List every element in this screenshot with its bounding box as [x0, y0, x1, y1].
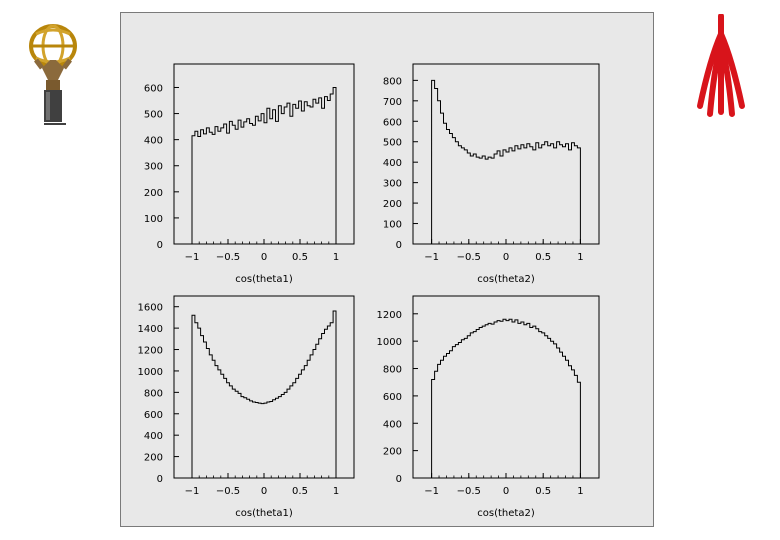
y-tick-label: 1200: [138, 346, 163, 357]
x-tick-label: −1: [185, 252, 200, 263]
x-tick-label: 0: [261, 486, 267, 497]
x-tick-label: 0.5: [535, 486, 551, 497]
y-tick-label: 100: [383, 220, 402, 231]
x-tick-label: −1: [424, 252, 439, 263]
y-tick-label: 500: [144, 110, 163, 121]
x-axis-label: cos(theta2): [477, 508, 535, 519]
x-tick-label: 0: [503, 252, 509, 263]
y-tick-label: 1600: [138, 303, 163, 314]
x-tick-label: 1: [333, 252, 339, 263]
y-tick-label: 400: [144, 136, 163, 147]
x-tick-label: −0.5: [216, 486, 240, 497]
x-tick-label: −1: [185, 486, 200, 497]
plot-frame-3: [173, 295, 355, 479]
y-tick-label: 300: [144, 162, 163, 173]
y-tick-label: 1400: [138, 324, 163, 335]
y-tick-label: 100: [144, 214, 163, 225]
x-tick-label: 1: [333, 486, 339, 497]
x-tick-label: 1: [577, 486, 583, 497]
lund-logo: [692, 13, 750, 118]
atlas-logo: [22, 18, 84, 130]
y-tick-label: 700: [383, 97, 402, 108]
y-tick-label: 1000: [138, 367, 163, 378]
histogram-series-2: [431, 79, 581, 244]
y-tick-label: 200: [383, 199, 402, 210]
x-tick-label: −0.5: [457, 486, 481, 497]
y-tick-label: 600: [144, 410, 163, 421]
y-tick-label: 1200: [377, 310, 402, 321]
histogram-series-4: [431, 318, 581, 478]
x-tick-label: −0.5: [457, 252, 481, 263]
y-tick-label: 200: [144, 453, 163, 464]
x-tick-label: 0: [261, 252, 267, 263]
x-tick-label: −0.5: [216, 252, 240, 263]
y-tick-label: 800: [144, 388, 163, 399]
y-tick-label: 400: [383, 419, 402, 430]
y-tick-label: 500: [383, 138, 402, 149]
plot-frame-2: [412, 63, 600, 245]
histogram-series-3: [191, 310, 337, 478]
x-axis-label: cos(theta2): [477, 274, 535, 285]
y-tick-label: 0: [157, 240, 163, 251]
x-tick-label: 0.5: [292, 252, 308, 263]
y-tick-label: 0: [157, 474, 163, 485]
y-tick-label: 800: [383, 76, 402, 87]
y-tick-label: 0: [396, 240, 402, 251]
x-tick-label: 0.5: [535, 252, 551, 263]
x-tick-label: 0.5: [292, 486, 308, 497]
y-tick-label: 200: [383, 447, 402, 458]
y-tick-label: 600: [383, 392, 402, 403]
y-tick-label: 600: [144, 83, 163, 94]
histogram-series-1: [191, 87, 337, 244]
x-axis-label: cos(theta1): [235, 508, 293, 519]
x-axis-label: cos(theta1): [235, 274, 293, 285]
y-tick-label: 200: [144, 188, 163, 199]
y-tick-label: 1000: [377, 337, 402, 348]
y-tick-label: 600: [383, 117, 402, 128]
x-tick-label: 0: [503, 486, 509, 497]
x-tick-label: 1: [577, 252, 583, 263]
y-tick-label: 0: [396, 474, 402, 485]
y-tick-label: 400: [383, 158, 402, 169]
y-tick-label: 800: [383, 365, 402, 376]
x-tick-label: −1: [424, 486, 439, 497]
plot-frame-4: [412, 295, 600, 479]
histogram-canvas: 0 100 200 300 400 500 600 −1 −0.5 0 0.5 1 cos(theta1…: [120, 12, 654, 527]
y-tick-label: 400: [144, 431, 163, 442]
plot-frame-1: [173, 63, 355, 245]
y-tick-label: 300: [383, 179, 402, 190]
